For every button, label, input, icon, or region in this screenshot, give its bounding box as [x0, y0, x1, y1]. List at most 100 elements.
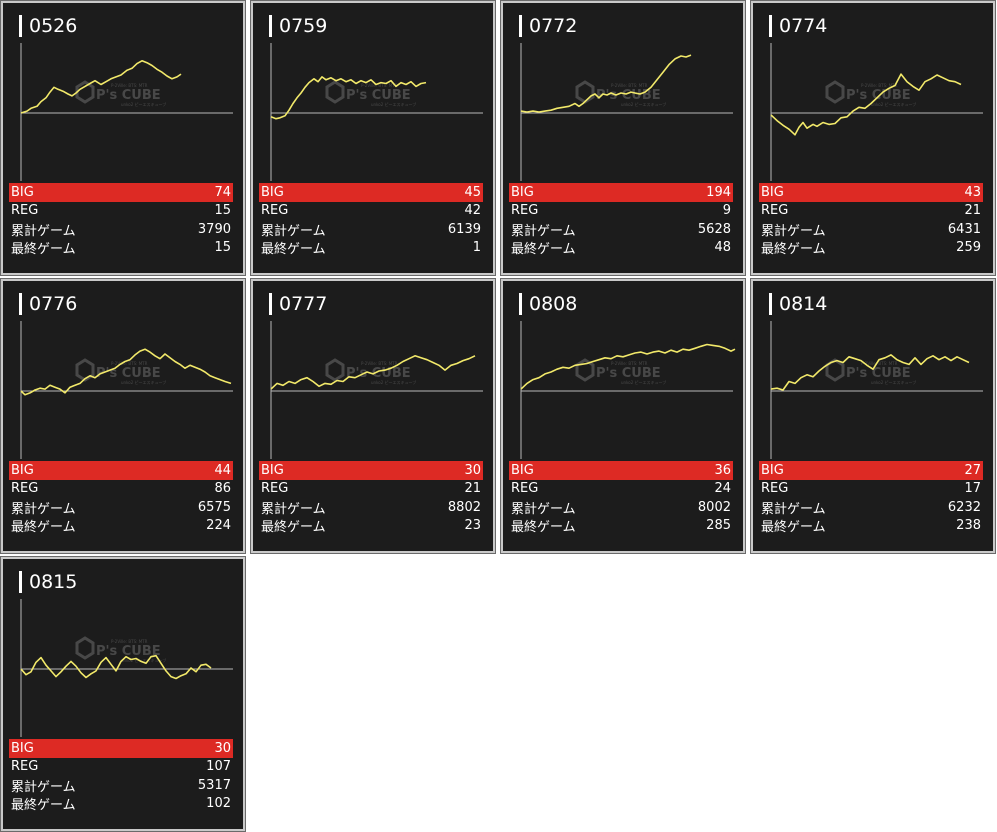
big-row: BIG 27: [759, 461, 983, 480]
total-games-label: 累計ゲーム: [11, 223, 76, 239]
machine-number: 0776: [29, 293, 78, 315]
stats-table: BIG 43 REG 21 累計ゲーム 6431 最終ゲーム 259: [759, 183, 983, 257]
last-games-label: 最終ゲーム: [11, 798, 76, 814]
total-games-label: 累計ゲーム: [511, 223, 576, 239]
machine-card[interactable]: 0808 P's CUBE P-2Ville: BTS: MTR unko2 ピーエ…: [500, 278, 746, 554]
total-games-value: 6431: [947, 221, 981, 237]
last-games-row: 最終ゲーム 1: [259, 239, 483, 257]
last-games-row: 最終ゲーム 259: [759, 239, 983, 257]
big-label: BIG: [11, 740, 34, 756]
watermark-sub: unko2 ピーエスキューブ: [871, 379, 916, 385]
reg-label: REG: [261, 203, 289, 219]
watermark-brand: P's CUBE: [96, 366, 161, 381]
machine-number: 0526: [29, 15, 78, 37]
total-games-label: 累計ゲーム: [261, 501, 326, 517]
slump-line: [270, 355, 476, 390]
big-count: 30: [214, 740, 231, 756]
big-row: BIG 44: [9, 461, 233, 480]
title-marker: [19, 293, 22, 315]
total-games-value: 5628: [697, 221, 731, 237]
last-games-row: 最終ゲーム 285: [509, 517, 733, 536]
total-games-row: 累計ゲーム 8002: [509, 498, 733, 517]
total-games-row: 累計ゲーム 6232: [759, 498, 983, 517]
total-games-value: 6139: [447, 221, 481, 237]
big-label: BIG: [761, 462, 784, 478]
last-games-value: 102: [206, 796, 231, 812]
last-games-row: 最終ゲーム 48: [509, 239, 733, 257]
total-games-value: 6575: [197, 499, 231, 515]
last-games-label: 最終ゲーム: [511, 520, 576, 536]
reg-label: REG: [761, 481, 789, 497]
total-games-row: 累計ゲーム 3790: [9, 220, 233, 239]
watermark-brand: P's CUBE: [96, 88, 161, 103]
machine-card[interactable]: 0777 P's CUBE P-2Ville: BTS: MTR unko2 ピーエ…: [250, 278, 496, 554]
big-label: BIG: [261, 462, 284, 478]
title-marker: [269, 293, 272, 315]
card-body: 0808 P's CUBE P-2Ville: BTS: MTR unko2 ピーエ…: [503, 281, 743, 551]
watermark-top: P-2Ville: BTS: MTR: [611, 361, 648, 366]
watermark-sub: unko2 ピーエスキューブ: [121, 379, 166, 385]
card-body: 0526 P's CUBE P-2Ville: BTS: MTR unko2 ピーエ…: [3, 3, 243, 273]
title-marker: [519, 293, 522, 315]
total-games-label: 累計ゲーム: [11, 779, 76, 795]
last-games-value: 285: [706, 518, 731, 534]
reg-row: REG 107: [9, 758, 233, 777]
cube-icon: [575, 358, 595, 382]
machine-number: 0777: [279, 293, 328, 315]
reg-label: REG: [261, 481, 289, 497]
last-games-value: 23: [464, 518, 481, 534]
reg-row: REG 86: [9, 480, 233, 499]
slump-line: [770, 73, 962, 136]
reg-row: REG 21: [259, 480, 483, 499]
machine-number: 0814: [779, 293, 828, 315]
total-games-value: 6232: [947, 499, 981, 515]
last-games-row: 最終ゲーム 102: [9, 795, 233, 814]
slump-line: [520, 54, 692, 113]
machine-number: 0774: [779, 15, 828, 37]
watermark-top: P-2Ville: BTS: MTR: [361, 83, 398, 88]
total-games-row: 累計ゲーム 5628: [509, 220, 733, 239]
total-games-value: 5317: [197, 777, 231, 793]
reg-row: REG 9: [509, 202, 733, 221]
last-games-row: 最終ゲーム 23: [259, 517, 483, 536]
machine-card[interactable]: 0814 P's CUBE P-2Ville: BTS: MTR unko2 ピーエ…: [750, 278, 996, 554]
reg-count: 21: [464, 481, 481, 497]
stats-table: BIG 44 REG 86 累計ゲーム 6575 最終ゲーム 224: [9, 461, 233, 535]
cube-icon: [325, 358, 345, 382]
big-label: BIG: [511, 462, 534, 478]
stats-table: BIG 74 REG 15 累計ゲーム 3790 最終ゲーム 15: [9, 183, 233, 257]
title-marker: [269, 15, 272, 37]
machine-card[interactable]: 0526 P's CUBE P-2Ville: BTS: MTR unko2 ピーエ…: [0, 0, 246, 276]
watermark-brand: P's CUBE: [96, 644, 161, 659]
watermark-brand: P's CUBE: [346, 88, 411, 103]
title-marker: [519, 15, 522, 37]
watermark-top: P-2Ville: BTS: MTR: [111, 361, 148, 366]
title-marker: [19, 15, 22, 37]
machine-card[interactable]: 0759 P's CUBE P-2Ville: BTS: MTR unko2 ピーエ…: [250, 0, 496, 276]
reg-count: 86: [214, 481, 231, 497]
machine-card[interactable]: 0815 P's CUBE P-2Ville: BTS: MTR unko2 ピーエ…: [0, 556, 246, 832]
big-row: BIG 36: [509, 461, 733, 480]
machine-card[interactable]: 0774 P's CUBE P-2Ville: BTS: MTR unko2 ピーエ…: [750, 0, 996, 276]
stats-table: BIG 194 REG 9 累計ゲーム 5628 最終ゲーム 48: [509, 183, 733, 257]
watermark-sub: unko2 ピーエスキューブ: [871, 101, 916, 107]
cube-icon: [75, 358, 95, 382]
watermark-sub: unko2 ピーエスキューブ: [621, 101, 666, 107]
slump-line: [520, 343, 736, 390]
machine-card[interactable]: 0776 P's CUBE P-2Ville: BTS: MTR unko2 ピーエ…: [0, 278, 246, 554]
big-label: BIG: [11, 462, 34, 478]
total-games-label: 累計ゲーム: [261, 223, 326, 239]
reg-label: REG: [511, 203, 539, 219]
machine-number: 0759: [279, 15, 328, 37]
title-marker: [769, 15, 772, 37]
last-games-label: 最終ゲーム: [261, 520, 326, 536]
machine-card[interactable]: 0772 P's CUBE P-2Ville: BTS: MTR unko2 ピーエ…: [500, 0, 746, 276]
big-count: 43: [964, 184, 981, 200]
